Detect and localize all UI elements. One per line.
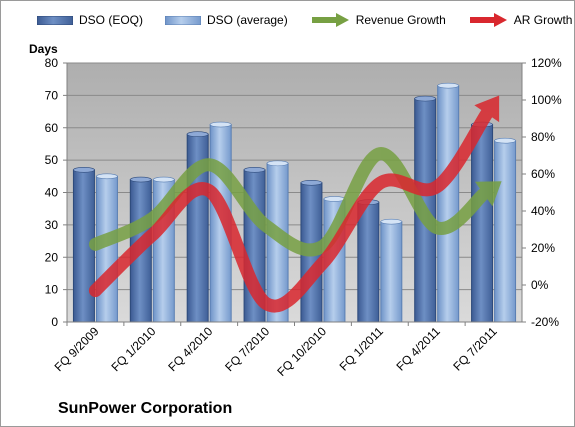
legend-item-dso-average: DSO (average) [165, 13, 288, 27]
category-label: FQ 1/2011 [337, 324, 387, 374]
bar-top [380, 218, 403, 225]
bar-body [357, 201, 380, 323]
left-tick-label: 30 [45, 218, 59, 232]
axes [66, 63, 523, 323]
left-tick-label: 40 [45, 186, 59, 200]
legend-label-ar-growth: AR Growth [513, 13, 573, 27]
bar-top [153, 176, 175, 183]
category-label: FQ 10/2010 [274, 324, 329, 379]
bar-dso-eoq [357, 199, 380, 323]
category-label: FQ 4/2010 [165, 324, 215, 374]
legend: DSO (EOQ) DSO (average) Revenue Growth A… [37, 13, 575, 27]
right-tick-label: 60% [531, 167, 555, 181]
left-tick-label: 10 [45, 283, 59, 297]
left-tick-labels: 0 10 20 30 40 50 60 70 80 [45, 56, 59, 329]
bar-top [494, 137, 516, 144]
bar-dso-average [380, 218, 403, 323]
right-tick-label: 0% [531, 278, 549, 292]
right-tick-label: 80% [531, 130, 555, 144]
bar-top [73, 167, 95, 173]
bar-top [243, 167, 266, 173]
left-tick-label: 70 [45, 88, 59, 102]
bar-top [300, 179, 323, 186]
legend-swatch-dso-eoq [37, 15, 73, 25]
company-caption: SunPower Corporation [58, 400, 233, 417]
bar-top [266, 160, 289, 167]
bar-dso-average [494, 137, 517, 323]
right-tick-labels: -20% 0% 20% 40% 60% 80% 100% 120% [531, 56, 562, 329]
left-tick-label: 60 [45, 121, 59, 135]
bar-top [437, 82, 459, 89]
legend-arrow-ar-growth [469, 13, 507, 27]
bar-top [130, 176, 152, 183]
growth-arrows [88, 95, 502, 313]
y-axis-label: Days [29, 42, 58, 56]
bar-dso-average [437, 82, 460, 323]
category-labels: FQ 9/2009 FQ 1/2010 FQ 4/2010 FQ 7/2010 FQ 1… [52, 324, 500, 379]
line-path [88, 147, 491, 257]
category-label: FQ 7/2011 [450, 324, 500, 374]
legend-label-dso-eoq: DSO (EOQ) [79, 13, 144, 27]
bar-body [494, 140, 517, 323]
legend-label-revenue-growth: Revenue Growth [355, 13, 446, 27]
right-tick-label: 40% [531, 204, 555, 218]
right-tick-label: 100% [531, 93, 562, 107]
category-label: FQ 9/2009 [52, 324, 102, 374]
line-revenue-growth [88, 147, 502, 257]
line-arrowhead [474, 181, 502, 207]
legend-item-dso-eoq: DSO (EOQ) [37, 13, 143, 27]
category-label: FQ 7/2010 [222, 324, 272, 374]
category-label: FQ 4/2011 [393, 324, 443, 374]
right-tick-label: -20% [531, 315, 559, 329]
right-tick-label: 20% [531, 241, 555, 255]
bar-body [380, 221, 403, 323]
right-tick-label: 120% [531, 56, 562, 70]
line-ar-growth [88, 95, 500, 313]
left-tick-label: 0 [51, 315, 58, 329]
left-tick-label: 80 [45, 56, 59, 70]
bar-top [96, 173, 118, 180]
bar-top [186, 131, 209, 138]
line-arrowhead [474, 95, 500, 123]
bar-top [414, 95, 436, 102]
bar-top [323, 196, 346, 202]
legend-item-revenue-growth: Revenue Growth [310, 13, 446, 27]
bar-dso-eoq [471, 121, 494, 323]
legend-arrow-revenue-growth [311, 13, 349, 27]
bar-body [471, 124, 494, 323]
legend-item-ar-growth: AR Growth [468, 13, 573, 27]
category-label: FQ 1/2010 [108, 324, 158, 374]
legend-label-dso-average: DSO (average) [207, 13, 288, 27]
line-path [88, 107, 494, 313]
left-tick-label: 50 [45, 153, 59, 167]
bar-top [209, 121, 232, 128]
left-tick-label: 20 [45, 250, 59, 264]
legend-swatch-dso-average [165, 15, 202, 25]
bar-body [437, 85, 460, 323]
